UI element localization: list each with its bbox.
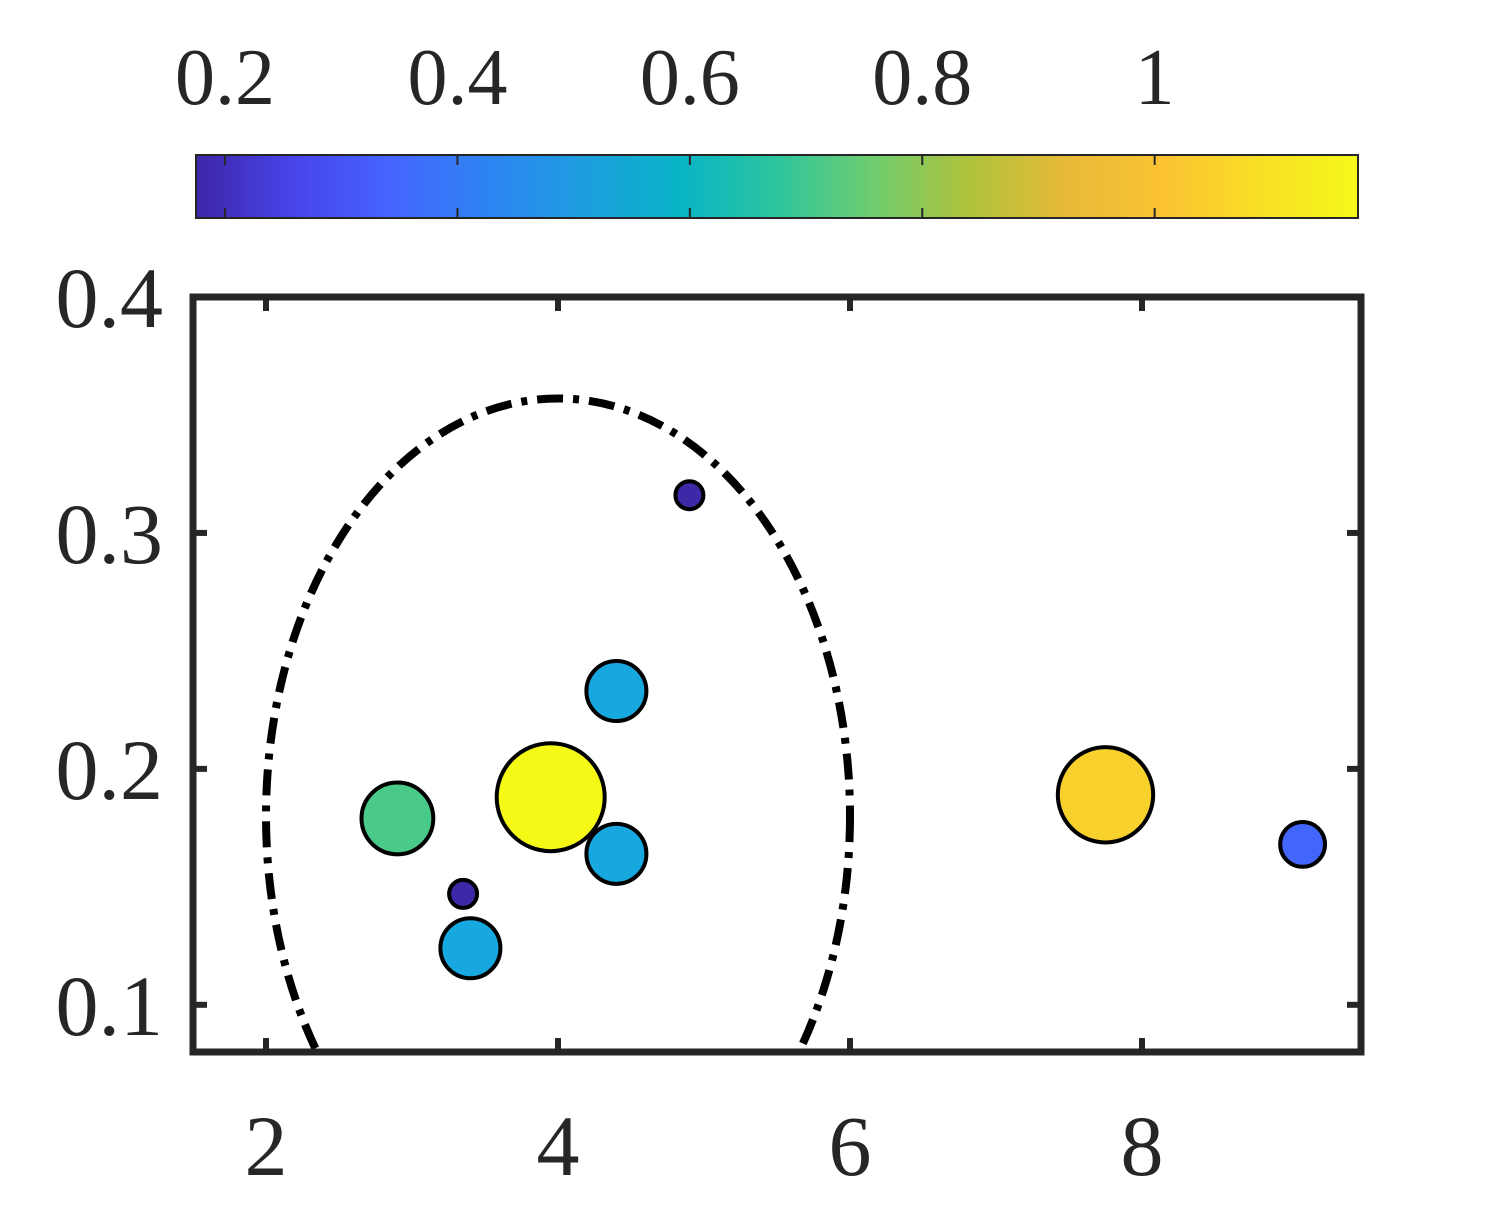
x-tick-label: 6 — [829, 1098, 872, 1194]
scatter-point — [494, 741, 607, 854]
y-tick-label: 0.3 — [56, 486, 164, 582]
scatter-point — [359, 780, 436, 857]
y-tick-label: 0.1 — [56, 958, 164, 1054]
colorbar-tick-label: 0.8 — [872, 34, 972, 122]
axes-box — [189, 293, 1365, 1056]
annotation-layer — [262, 394, 854, 1052]
y-tick-label: 0.4 — [56, 250, 164, 346]
dash-dot-ellipse — [262, 394, 854, 1052]
x-tick-label: 8 — [1121, 1098, 1164, 1194]
colorbar-tick-label: 0.4 — [407, 34, 507, 122]
scatter-point — [438, 916, 503, 981]
x-tick-label: 2 — [245, 1098, 288, 1194]
colorbar: 0.2 0.4 0.6 0.8 1 — [175, 34, 1359, 219]
scatter-point — [1055, 745, 1156, 845]
scatter-point — [584, 821, 649, 886]
colorbar-gradient-bar — [195, 154, 1359, 219]
plot-background — [193, 297, 1361, 1052]
scatter-point — [673, 479, 706, 512]
scatter-point — [447, 877, 480, 910]
colorbar-tick-label: 0.6 — [640, 34, 740, 122]
plot-area: 2 4 6 8 0.1 0.2 0.3 0.4 — [56, 250, 1365, 1194]
scatter-point — [584, 659, 649, 724]
y-tick-label: 0.2 — [56, 722, 164, 818]
scatter-point — [1278, 819, 1328, 869]
points-layer — [359, 479, 1328, 981]
colorbar-tick-label: 1 — [1135, 34, 1175, 122]
colorbar-tick-label: 0.2 — [175, 34, 275, 122]
x-tick-label: 4 — [537, 1098, 580, 1194]
